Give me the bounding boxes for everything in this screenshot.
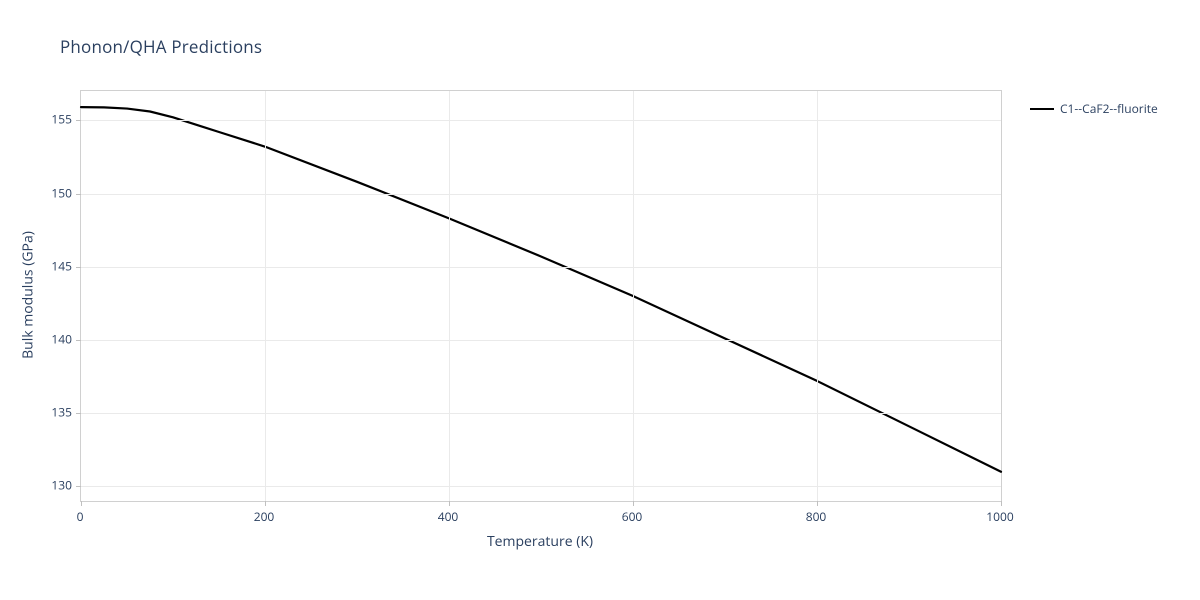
x-tick-mark: [633, 501, 634, 506]
y-tick-mark: [76, 120, 81, 121]
plot-area[interactable]: [80, 90, 1002, 502]
series-line[interactable]: [81, 107, 1001, 472]
chart-title: Phonon/QHA Predictions: [60, 35, 262, 58]
x-axis-label: Temperature (K): [487, 532, 593, 551]
gridline-horizontal: [81, 194, 1001, 195]
x-tick-mark: [81, 501, 82, 506]
gridline-vertical: [449, 91, 450, 501]
x-tick-label: 0: [77, 508, 84, 525]
y-tick-label: 150: [51, 184, 72, 201]
legend-swatch-icon: [1030, 108, 1054, 110]
y-tick-label: 155: [51, 111, 72, 128]
y-tick-mark: [76, 267, 81, 268]
x-tick-mark: [817, 501, 818, 506]
series-layer: [81, 91, 1001, 501]
x-tick-label: 600: [622, 508, 643, 525]
y-tick-label: 140: [51, 330, 72, 347]
gridline-horizontal: [81, 120, 1001, 121]
x-tick-mark: [265, 501, 266, 506]
legend-series-label: C1--CaF2--fluorite: [1060, 100, 1158, 117]
y-tick-mark: [76, 194, 81, 195]
legend[interactable]: C1--CaF2--fluorite: [1030, 100, 1158, 117]
y-tick-mark: [76, 413, 81, 414]
x-tick-label: 1000: [986, 508, 1013, 525]
gridline-horizontal: [81, 486, 1001, 487]
gridline-horizontal: [81, 340, 1001, 341]
y-tick-mark: [76, 486, 81, 487]
gridline-horizontal: [81, 267, 1001, 268]
x-tick-label: 200: [254, 508, 275, 525]
x-tick-mark: [449, 501, 450, 506]
gridline-horizontal: [81, 413, 1001, 414]
chart-container: Phonon/QHA Predictions Temperature (K) B…: [0, 0, 1200, 600]
gridline-vertical: [817, 91, 818, 501]
y-tick-label: 130: [51, 477, 72, 494]
x-tick-mark: [1001, 501, 1002, 506]
y-tick-label: 135: [51, 404, 72, 421]
y-tick-label: 145: [51, 257, 72, 274]
x-tick-label: 800: [806, 508, 827, 525]
y-tick-mark: [76, 340, 81, 341]
gridline-vertical: [265, 91, 266, 501]
y-axis-label: Bulk modulus (GPa): [19, 231, 38, 359]
gridline-vertical: [633, 91, 634, 501]
x-tick-label: 400: [438, 508, 459, 525]
